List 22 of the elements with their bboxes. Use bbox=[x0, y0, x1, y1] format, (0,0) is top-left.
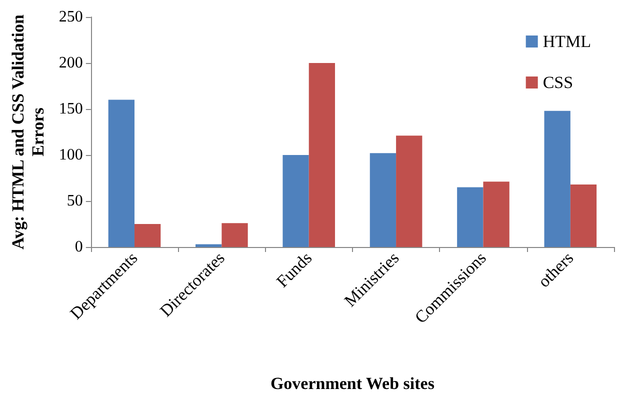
y-tick-label: 150 bbox=[58, 100, 83, 118]
bar bbox=[134, 224, 161, 247]
bar bbox=[196, 244, 222, 247]
y-tick-label: 50 bbox=[66, 192, 83, 210]
y-tick-label: 250 bbox=[58, 8, 83, 26]
bar bbox=[457, 187, 484, 247]
y-tick-label: 100 bbox=[58, 146, 83, 164]
bar bbox=[570, 184, 597, 247]
bar bbox=[483, 182, 510, 247]
y-axis-title: Avg: HTML and CSS Validation Errors bbox=[8, 14, 48, 250]
bar bbox=[370, 153, 396, 247]
bar bbox=[108, 100, 134, 247]
y-tick-label: 0 bbox=[74, 238, 83, 256]
x-axis-title: Government Web sites bbox=[270, 374, 435, 393]
bar bbox=[396, 136, 422, 247]
legend-label: HTML bbox=[542, 32, 592, 51]
bar bbox=[308, 63, 336, 247]
y-tick-label: 200 bbox=[58, 54, 83, 72]
bar bbox=[544, 110, 570, 247]
legend-label: CSS bbox=[542, 73, 574, 92]
bar bbox=[282, 155, 309, 247]
bar bbox=[222, 223, 248, 247]
